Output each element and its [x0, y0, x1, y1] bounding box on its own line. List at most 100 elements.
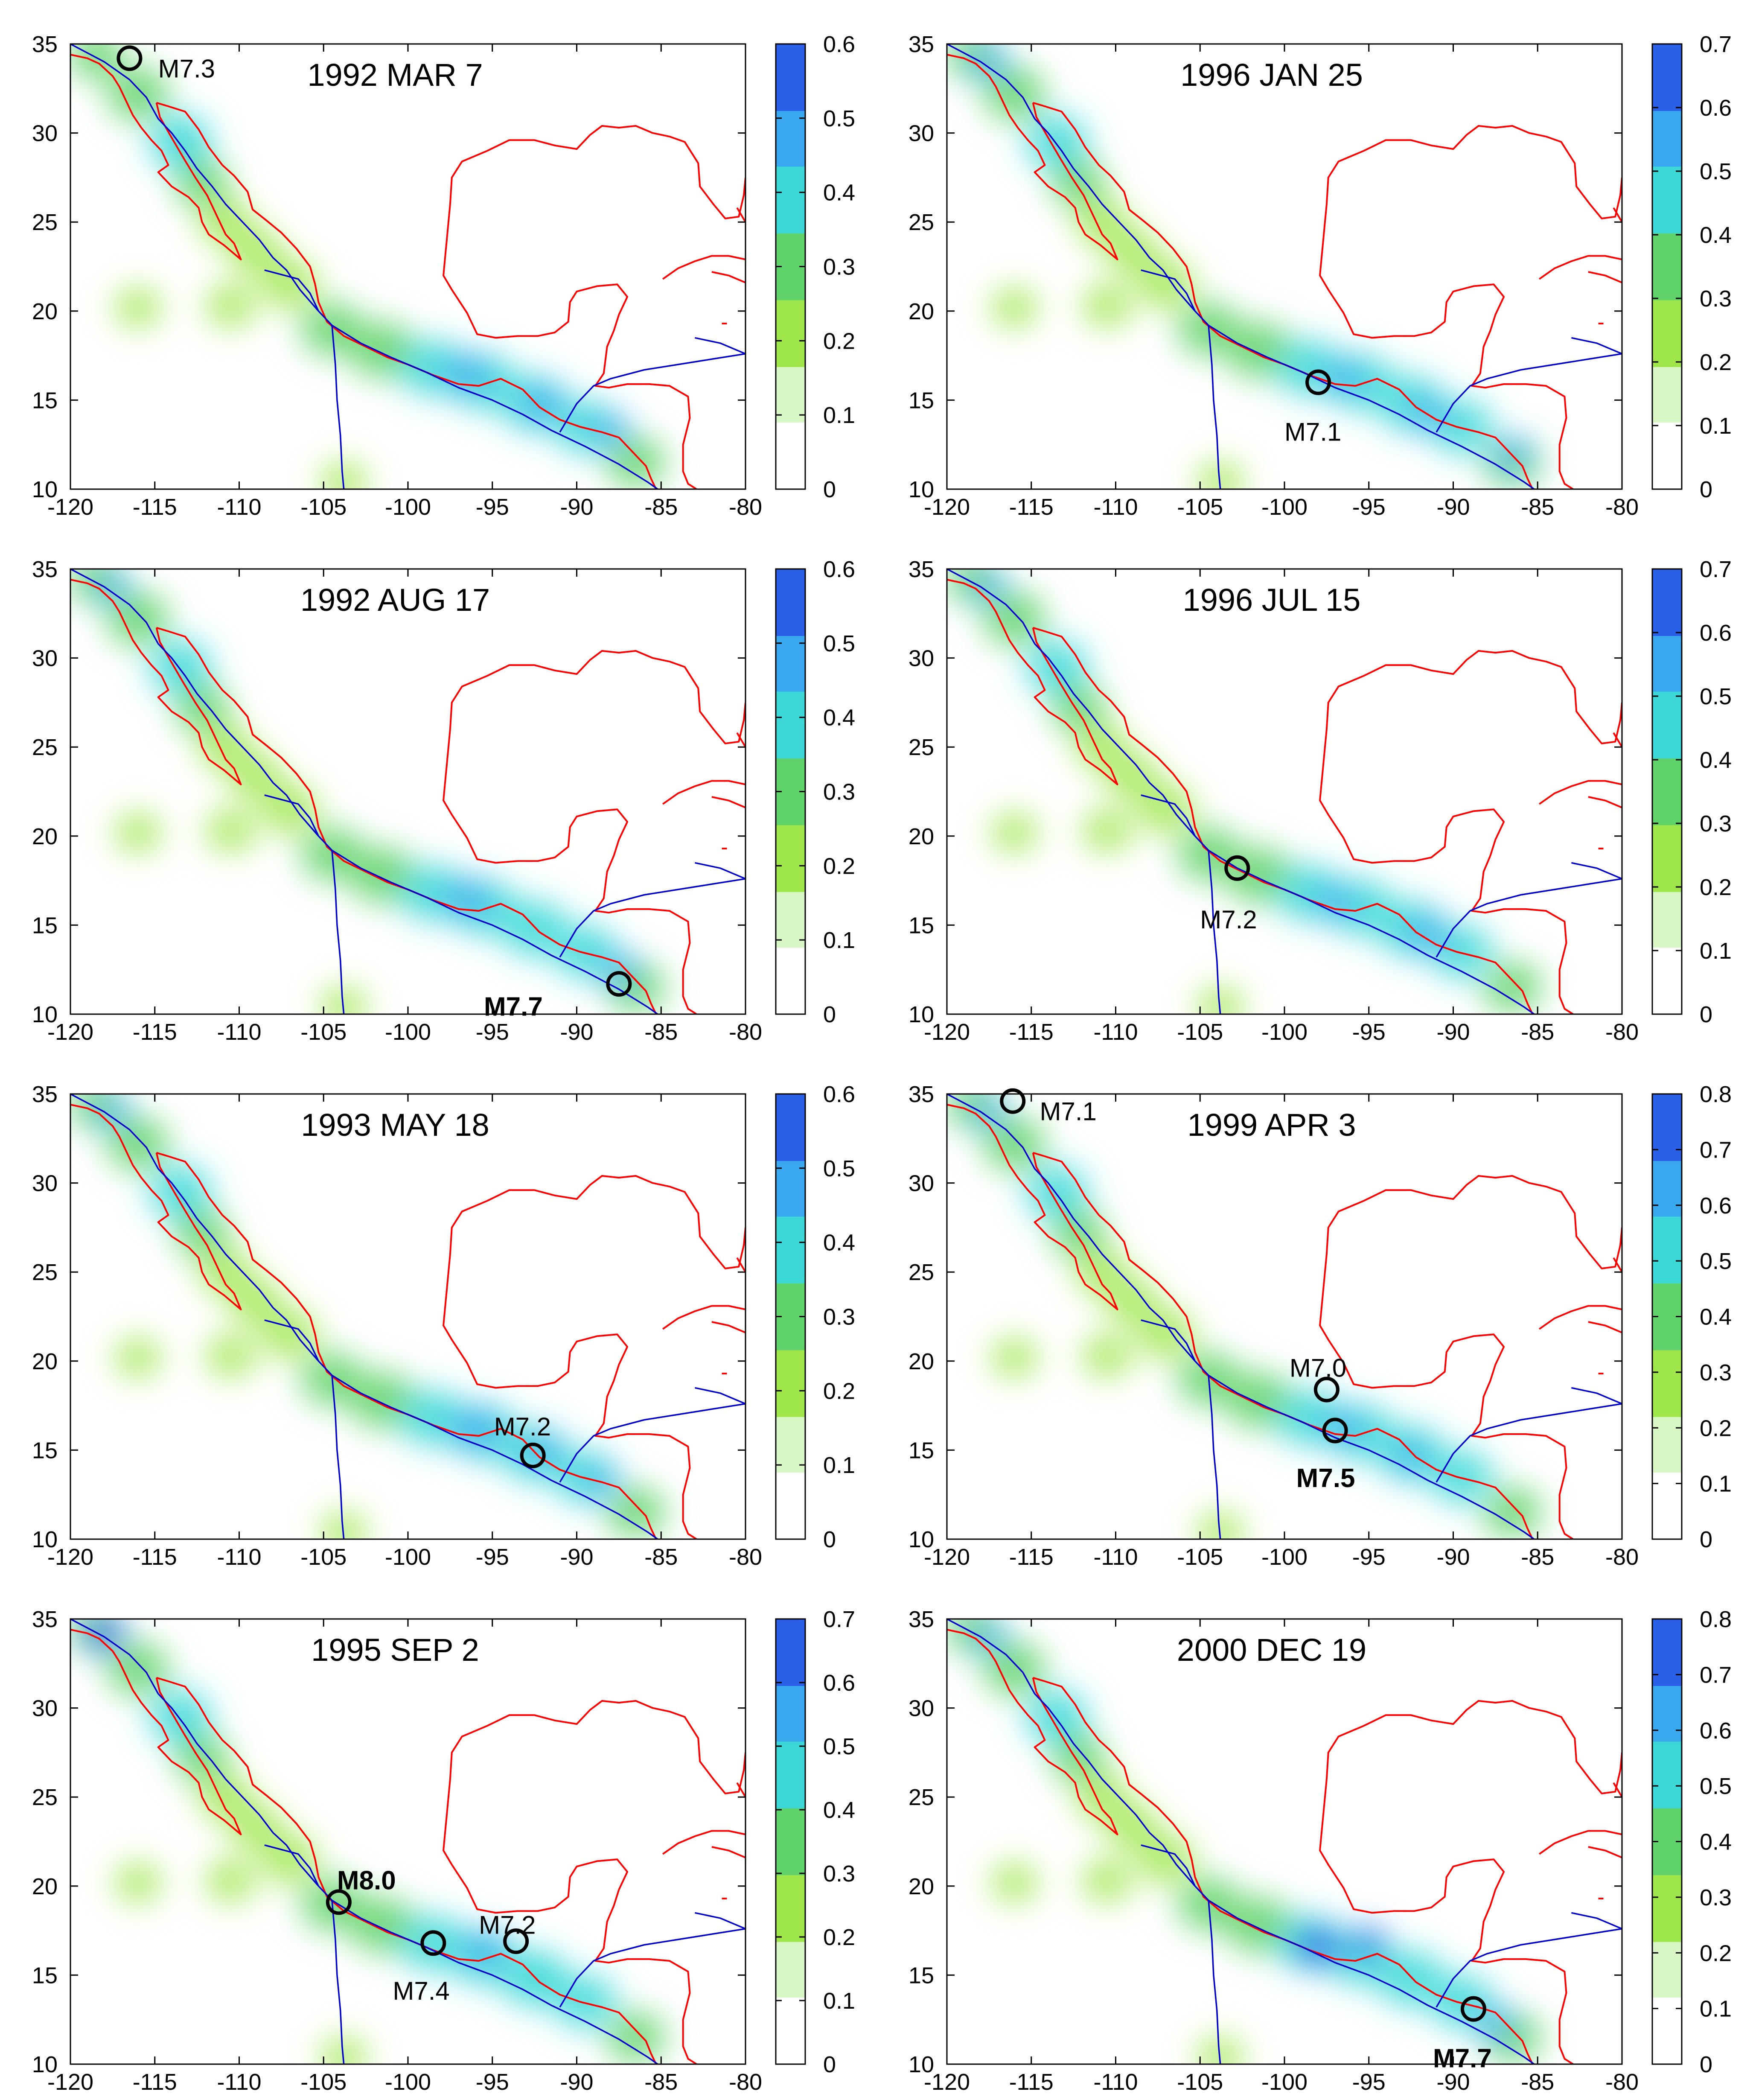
intensity-blob [972, 1622, 1006, 1651]
colorbar-step [1652, 825, 1682, 837]
coastline [711, 796, 745, 808]
colorbar-step [1652, 1216, 1682, 1228]
colorbar-tick-label: 0 [1700, 1002, 1712, 1027]
intensity-blob [84, 1619, 125, 1651]
colorbar-tick-label: 0.3 [823, 1304, 855, 1330]
colorbar-step [1652, 88, 1682, 100]
colorbar-step [776, 680, 805, 692]
coastline [70, 54, 242, 260]
intensity-blob [1077, 1250, 1128, 1294]
x-tick-label: -85 [1521, 494, 1554, 520]
map-svg: -120 -115 -110 -105 -100 -95 -90 -85 -80 10 15 20 25… [909, 557, 1732, 1045]
intensity-blob [1476, 2007, 1514, 2039]
colorbar-step [1652, 122, 1682, 134]
plate-boundary [331, 325, 345, 489]
panel-title: 1993 MAY 18 [301, 1107, 489, 1143]
intensity-blob [451, 1409, 499, 1449]
colorbar-step [776, 1406, 805, 1417]
colorbar-step [776, 647, 805, 659]
colorbar-tick-label: 0 [823, 1002, 836, 1027]
colorbar-tick-label: 0.3 [823, 779, 855, 805]
x-tick-label: -115 [133, 1544, 177, 1570]
colorbar-step [776, 55, 805, 67]
colorbar-step [1652, 613, 1682, 625]
intensity-blob [1051, 1735, 1106, 1781]
colorbar-step [776, 1305, 805, 1317]
colorbar-step [1652, 1127, 1682, 1139]
intensity-blob [1407, 916, 1448, 951]
colorbar-step [1652, 300, 1682, 312]
intensity-blob [200, 1250, 251, 1294]
coastline [1539, 255, 1622, 280]
colorbar-step [1652, 1149, 1682, 1161]
map-svg: -120 -115 -110 -105 -100 -95 -90 -85 -80 10 15 20 25… [32, 1082, 855, 1570]
intensity-field [947, 1094, 1541, 1539]
map-lines [947, 1619, 1622, 2064]
plate-boundary [1141, 794, 1535, 1014]
colorbar-tick-label: 0 [823, 1527, 836, 1552]
colorbar-tick-label: 0.6 [1700, 620, 1732, 646]
x-tick-label: -95 [1352, 1544, 1386, 1570]
x-tick-label: -120 [47, 1019, 93, 1045]
colorbar-step [1652, 1730, 1682, 1742]
coastline [1588, 271, 1622, 283]
coastline [449, 1700, 745, 1794]
colorbar-step [1652, 1339, 1682, 1350]
y-tick-label: 20 [32, 299, 58, 324]
plate-boundary [70, 44, 319, 312]
intensity-blob [175, 685, 229, 731]
intensity-blob [992, 1864, 1037, 1902]
y-tick-label: 30 [32, 646, 58, 671]
colorbar-step [776, 300, 805, 312]
earthquake-label: M7.3 [158, 54, 215, 83]
plate-boundary [947, 1094, 1196, 1362]
colorbar-step [1652, 1797, 1682, 1808]
colorbar-step [776, 1652, 805, 1664]
colorbar-step [776, 1841, 805, 1853]
colorbar-step [1652, 725, 1682, 736]
coastline [1319, 729, 1574, 1014]
map-lines [947, 569, 1622, 1014]
colorbar-tick-label: 0 [823, 477, 836, 502]
intensity-blob [116, 289, 160, 327]
colorbar-tick-label: 0.1 [1700, 938, 1732, 964]
colorbar-step [776, 1708, 805, 1720]
intensity-blob [984, 1643, 1045, 1695]
colorbar-step [776, 1327, 805, 1339]
plate-boundary [331, 1900, 345, 2064]
colorbar-step [776, 1428, 805, 1439]
earthquake-label: M7.2 [479, 1911, 536, 1940]
colorbar-step [1652, 1406, 1682, 1417]
plate-boundary [1141, 269, 1535, 489]
earthquake-label: M7.1 [1284, 417, 1341, 446]
colorbar-step [1652, 111, 1682, 122]
y-tick-label: 15 [32, 388, 58, 413]
colorbar-step [776, 1986, 805, 1998]
colorbar-step [776, 1641, 805, 1653]
colorbar-step [776, 892, 805, 903]
colorbar-step [776, 400, 805, 412]
colorbar-step [1652, 602, 1682, 614]
colorbar-step [776, 947, 805, 959]
colorbar-step [776, 914, 805, 925]
colorbar-step [1652, 869, 1682, 881]
colorbar-step [1652, 1472, 1682, 1484]
map-lines [947, 44, 1622, 489]
coastline [449, 650, 745, 744]
y-tick-label: 15 [32, 1963, 58, 1988]
colorbar-step [776, 356, 805, 367]
colorbar-step [776, 1472, 805, 1484]
colorbar-step [1652, 702, 1682, 714]
intensity-blur [947, 44, 1541, 489]
coastline [70, 579, 242, 785]
colorbar-step [1652, 1439, 1682, 1450]
colorbar-tick-label: 0.6 [823, 557, 855, 582]
colorbar-tick-label: 0.2 [1700, 1415, 1732, 1441]
earthquake-marker [503, 1928, 529, 1954]
intensity-blob [1107, 1805, 1158, 1849]
y-tick-label: 15 [909, 1438, 934, 1463]
colorbar-step [776, 211, 805, 222]
plate-boundary [1436, 878, 1622, 958]
plate-boundary [1436, 1403, 1622, 1483]
colorbar-step [1652, 1908, 1682, 1920]
